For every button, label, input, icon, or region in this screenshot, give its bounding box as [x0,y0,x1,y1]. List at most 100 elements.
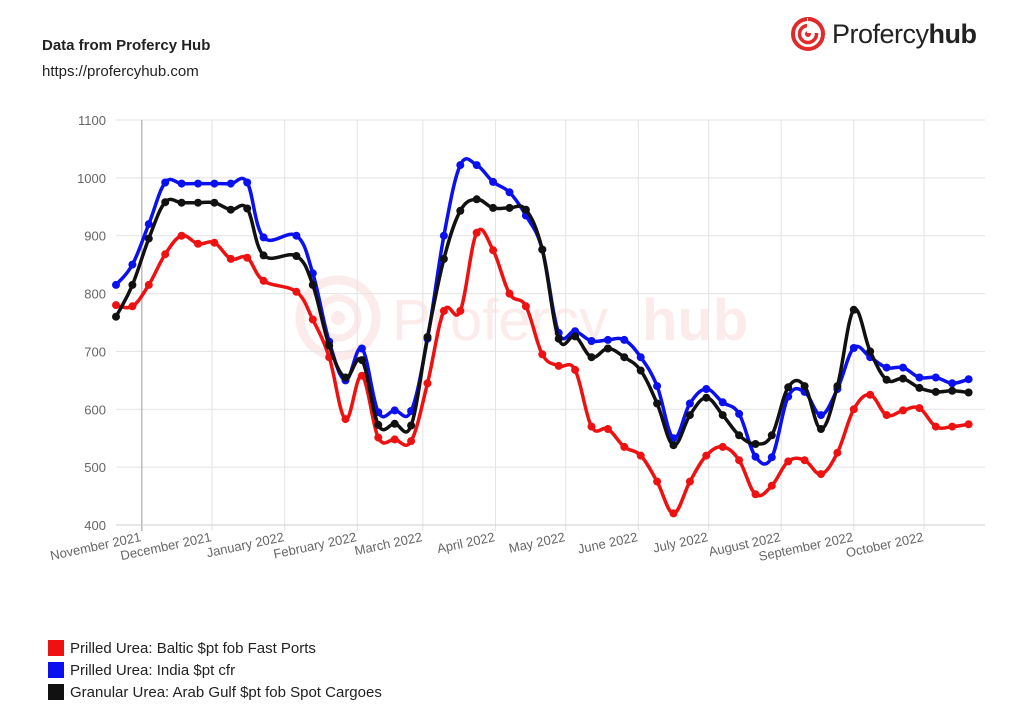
data-point[interactable] [767,453,776,462]
data-point[interactable] [308,315,317,324]
data-point[interactable] [636,366,645,375]
data-point[interactable] [948,422,957,431]
data-point[interactable] [308,280,317,289]
data-point[interactable] [210,198,219,207]
data-point[interactable] [456,206,465,215]
data-point[interactable] [587,353,596,362]
data-point[interactable] [423,333,432,341]
data-point[interactable] [423,379,432,388]
data-point[interactable] [505,188,514,197]
data-point[interactable] [882,375,891,384]
data-point[interactable] [735,431,744,440]
data-point[interactable] [899,363,907,372]
data-point[interactable] [931,373,940,382]
data-point[interactable] [357,356,366,365]
data-point[interactable] [439,231,448,240]
data-point[interactable] [439,306,448,315]
data-point[interactable] [292,287,301,296]
data-point[interactable] [521,205,530,214]
data-point[interactable] [243,178,252,187]
data-point[interactable] [456,306,465,315]
data-point[interactable] [849,405,858,414]
data-point[interactable] [226,179,235,188]
data-point[interactable] [259,251,268,260]
data-point[interactable] [161,198,170,207]
data-point[interactable] [882,411,891,420]
data-point[interactable] [948,379,957,388]
data-point[interactable] [357,371,366,380]
data-point[interactable] [472,161,481,170]
data-point[interactable] [243,204,252,213]
data-point[interactable] [194,239,202,248]
legend-item-arab-gulf[interactable]: Granular Urea: Arab Gulf $pt fob Spot Ca… [48,681,382,703]
data-point[interactable] [538,350,547,359]
data-point[interactable] [194,198,202,207]
data-point[interactable] [571,365,580,374]
data-point[interactable] [128,302,137,311]
data-point[interactable] [456,161,465,170]
data-point[interactable] [374,420,383,429]
data-point[interactable] [915,373,924,382]
data-point[interactable] [472,228,481,237]
data-point[interactable] [112,301,120,310]
data-point[interactable] [964,388,973,397]
data-point[interactable] [325,341,334,350]
brand-logo[interactable]: Profercyhub [790,14,977,54]
data-point[interactable] [390,406,399,415]
data-point[interactable] [489,203,498,212]
data-point[interactable] [357,344,366,353]
data-point[interactable] [554,334,563,343]
data-point[interactable] [751,440,760,448]
series-line[interactable] [114,197,971,447]
data-point[interactable] [554,361,563,370]
series-line[interactable] [114,227,971,516]
data-point[interactable] [259,233,268,242]
data-point[interactable] [931,387,940,396]
data-point[interactable] [587,337,596,345]
data-point[interactable] [964,420,973,429]
data-point[interactable] [702,393,711,402]
data-point[interactable] [653,399,662,408]
data-point[interactable] [800,456,809,465]
data-point[interactable] [964,375,973,384]
data-point[interactable] [489,246,498,255]
data-point[interactable] [784,383,793,392]
data-point[interactable] [259,276,268,285]
data-point[interactable] [653,477,662,486]
data-point[interactable] [751,490,760,499]
data-point[interactable] [226,254,235,263]
data-point[interactable] [866,390,875,399]
data-point[interactable] [735,409,744,418]
data-point[interactable] [882,363,891,372]
data-point[interactable] [210,179,219,188]
data-point[interactable] [718,398,727,407]
data-point[interactable] [833,382,842,391]
data-point[interactable] [685,411,694,420]
data-point[interactable] [177,179,186,188]
data-point[interactable] [767,481,776,490]
data-point[interactable] [849,344,858,352]
data-point[interactable] [472,195,481,204]
data-point[interactable] [292,252,301,260]
data-point[interactable] [702,385,711,393]
data-point[interactable] [702,451,711,460]
data-point[interactable] [620,442,629,451]
data-point[interactable] [849,305,858,314]
data-point[interactable] [521,302,530,311]
data-point[interactable] [587,422,596,431]
data-point[interactable] [177,231,186,240]
data-point[interactable] [751,452,760,461]
data-point[interactable] [505,289,514,298]
data-point[interactable] [194,179,202,188]
data-point[interactable] [161,178,170,187]
data-point[interactable] [767,431,776,440]
data-point[interactable] [341,415,350,424]
data-point[interactable] [226,205,235,214]
data-point[interactable] [636,451,645,460]
data-point[interactable] [128,260,137,269]
data-point[interactable] [653,382,662,391]
data-point[interactable] [603,425,612,433]
data-point[interactable] [407,421,416,430]
data-point[interactable] [735,456,744,465]
data-point[interactable] [685,477,694,486]
